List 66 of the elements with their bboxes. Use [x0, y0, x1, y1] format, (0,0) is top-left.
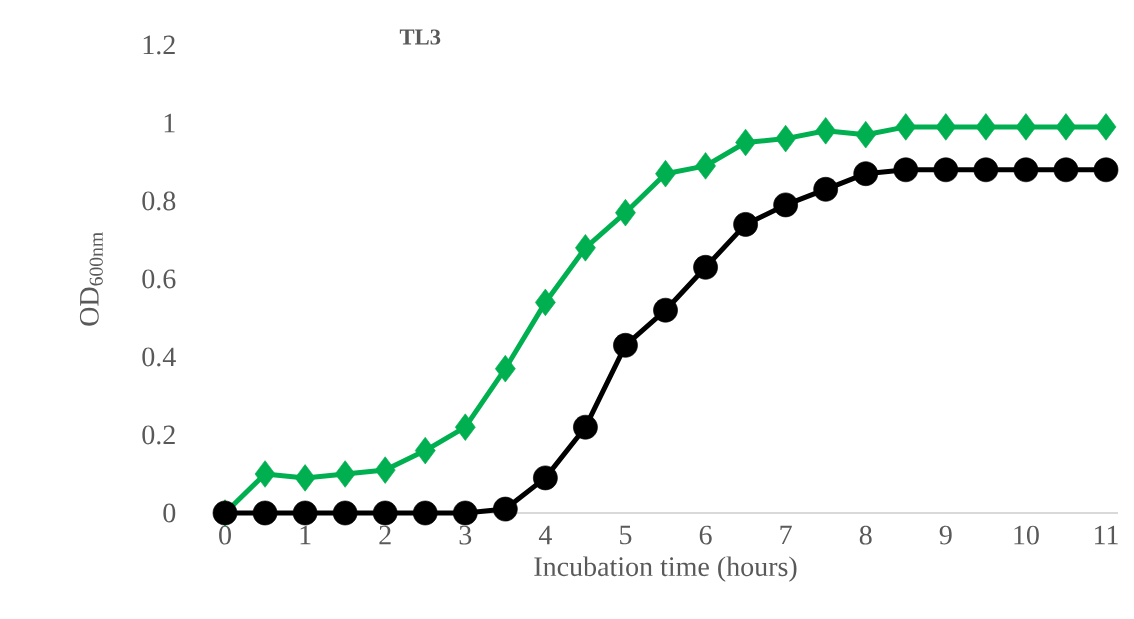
- point: [615, 199, 636, 227]
- x-tick-label: 10: [1014, 525, 1039, 545]
- point: [1013, 157, 1039, 183]
- y-tick-label: 1.2: [143, 35, 175, 55]
- point: [895, 113, 917, 141]
- x-tick-label: 9: [939, 525, 952, 545]
- x-tick-label: 2: [379, 525, 391, 545]
- point: [452, 500, 478, 526]
- y-axis-title: OD$_{600nm}$: [79, 232, 103, 326]
- point: [575, 234, 596, 262]
- y-tick-label: 0: [163, 503, 176, 523]
- y-tick-label: 1: [164, 113, 175, 133]
- y-tick-label: 0.6: [142, 269, 176, 289]
- point: [935, 113, 957, 141]
- x-tick-label: 5: [620, 525, 632, 545]
- point: [412, 500, 438, 526]
- y-tick-label: 0.8: [142, 191, 176, 211]
- point: [655, 160, 676, 188]
- x-tick-label: 4: [538, 525, 552, 545]
- x-tick-label: 3: [459, 525, 472, 545]
- point: [533, 465, 558, 491]
- y-tick-label: 0.2: [142, 425, 175, 445]
- point: [294, 464, 316, 492]
- point: [414, 436, 436, 465]
- point: [1053, 157, 1079, 183]
- point: [973, 157, 999, 183]
- point: [775, 124, 796, 153]
- point: [653, 297, 678, 323]
- y-tick-label: 0.4: [142, 347, 176, 367]
- point: [613, 332, 638, 358]
- x-axis-title: Incubation time (hours): [534, 556, 797, 582]
- point: [893, 157, 919, 183]
- point: [815, 117, 837, 145]
- point: [773, 192, 798, 218]
- point: [254, 460, 276, 488]
- point: [693, 254, 718, 280]
- x-tick-label: 7: [780, 525, 792, 545]
- point: [252, 500, 278, 526]
- point: [1093, 157, 1119, 183]
- point: [1015, 113, 1037, 141]
- point: [695, 152, 716, 180]
- point: [1055, 113, 1077, 141]
- point: [975, 113, 997, 141]
- chart-title: TL3: [399, 29, 441, 45]
- point: [933, 157, 959, 183]
- point: [733, 212, 758, 237]
- point: [494, 355, 516, 383]
- point: [492, 496, 518, 522]
- x-tick-label: 6: [699, 525, 712, 545]
- point: [332, 500, 358, 526]
- point: [735, 128, 756, 157]
- point: [853, 161, 879, 187]
- point: [573, 414, 598, 440]
- x-tick-label: 0: [219, 525, 231, 545]
- x-tick-label: 8: [859, 525, 872, 545]
- point: [1095, 113, 1117, 141]
- point: [813, 176, 839, 202]
- point: [334, 460, 356, 488]
- point: [374, 456, 396, 484]
- point: [454, 413, 476, 441]
- point: [535, 288, 556, 317]
- point: [292, 500, 318, 526]
- x-tick-label: 1: [300, 525, 311, 545]
- point: [855, 121, 877, 149]
- point: [372, 500, 398, 526]
- x-tick-label: 11: [1094, 525, 1118, 545]
